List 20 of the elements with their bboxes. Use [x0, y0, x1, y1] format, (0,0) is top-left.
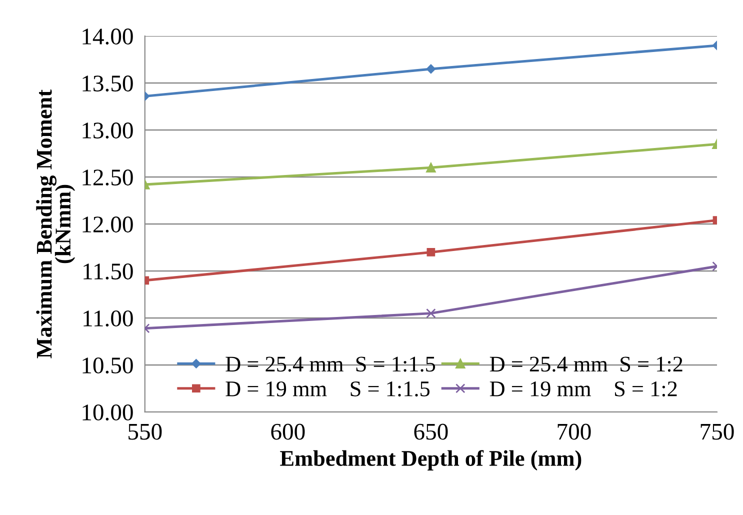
- y-tick-label: 13.50: [82, 76, 133, 92]
- x-axis-title: Embedment Depth of Pile (mm): [280, 450, 582, 470]
- x-tick-label: 550: [128, 424, 162, 440]
- legend-label: D = 19 mm S = 1:2: [490, 381, 677, 396]
- y-tick-label: 10.50: [82, 357, 133, 374]
- legend-label: D = 25.4 mm S = 1:2: [490, 356, 682, 372]
- y-axis-title: Maximum Bending Moment (kNmm): [36, 90, 76, 358]
- y-tick-label: 11.50: [84, 264, 133, 280]
- y-tick-label: 13.00: [82, 122, 133, 139]
- legend-label: D = 19 mm S = 1:1.5: [226, 381, 430, 396]
- y-tick-label: 12.00: [82, 216, 133, 233]
- x-tick-label: 650: [414, 424, 448, 440]
- y-tick-label: 14.00: [82, 28, 133, 45]
- legend-label: D = 25.4 mm S = 1:1.5: [226, 356, 436, 372]
- y-tick-label: 12.50: [82, 170, 133, 186]
- y-tick-label: 10.00: [82, 404, 133, 421]
- x-tick-label: 750: [700, 424, 734, 440]
- y-tick-label: 11.00: [84, 310, 133, 327]
- x-tick-label: 600: [271, 424, 305, 440]
- x-tick-label: 700: [558, 424, 591, 440]
